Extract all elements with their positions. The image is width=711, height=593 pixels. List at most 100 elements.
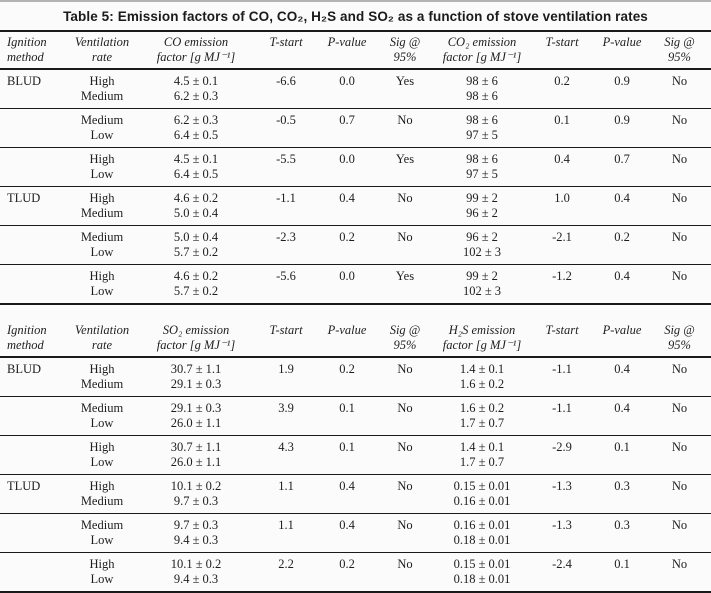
header-line: rate <box>91 50 113 64</box>
ventilation-rate-cell: High Medium <box>64 357 140 397</box>
sig-95-2-cell: No <box>671 440 688 454</box>
col-header-t-start-2: T-start <box>545 323 579 337</box>
header-line: factor [g MJ⁻¹] <box>442 50 522 64</box>
emission-factor-2-line-1: 99 ± 2 <box>466 191 498 205</box>
sig-95-1-cell: No <box>397 479 413 493</box>
sig-95-1-cell: Yes <box>395 269 415 283</box>
col-header-t-start-1: T-start <box>269 35 303 49</box>
emission-factor-1-line-2: 9.4 ± 0.3 <box>173 533 219 547</box>
p-value-2-cell: 0.2 <box>614 230 630 244</box>
table-row: High Low 4.6 ± 0.2 5.7 ± 0.2 -5.6 0.0 Ye… <box>0 265 711 305</box>
p-value-2-cell: 0.1 <box>614 557 630 571</box>
header-line: factor [g MJ⁻¹] <box>156 50 236 64</box>
sig-95-2-cell: No <box>671 269 688 283</box>
emission-factor-1-line-2: 6.2 ± 0.3 <box>173 89 219 103</box>
emission-factor-2-line-1: 1.4 ± 0.1 <box>459 440 505 454</box>
emission-factor-1-line-2: 9.4 ± 0.3 <box>173 572 219 586</box>
col-header-ignition-method: Ignition method <box>0 31 64 69</box>
ignition-method-cell <box>0 397 64 436</box>
header-line: rate <box>91 338 113 352</box>
col-header-co-emission-factor: CO emission factor [g MJ⁻¹] <box>140 31 252 69</box>
emission-factor-2-cell: 96 ± 2 102 ± 3 <box>436 226 528 265</box>
header-line: CO₂ emission <box>447 35 517 49</box>
emission-factor-2-line-1: 0.15 ± 0.01 <box>453 557 511 571</box>
sig-95-2-cell: No <box>671 152 688 166</box>
p-value-1-cell: 0.7 <box>339 113 355 127</box>
ventilation-line-2: Low <box>90 533 114 547</box>
header-row: Ignition method Ventilation rate SO₂ emi… <box>0 320 711 357</box>
emission-factor-2-line-2: 1.7 ± 0.7 <box>459 455 505 469</box>
ventilation-line-2: Low <box>90 416 114 430</box>
p-value-1-cell: 0.2 <box>339 230 355 244</box>
col-header-so2-emission-factor: SO₂ emission factor [g MJ⁻¹] <box>140 320 252 357</box>
p-value-1-cell: 0.0 <box>339 152 355 166</box>
table-row: TLUD High Medium 4.6 ± 0.2 5.0 ± 0.4 -1.… <box>0 187 711 226</box>
header-line: 95% <box>668 50 691 64</box>
ventilation-line-2: Medium <box>80 377 124 391</box>
ventilation-line-1: High <box>89 479 115 493</box>
ignition-method-cell <box>0 226 64 265</box>
p-value-1-cell: 0.2 <box>339 362 355 376</box>
t-start-1-cell: -0.5 <box>276 113 296 127</box>
header-line: factor [g MJ⁻¹] <box>442 338 522 352</box>
ventilation-rate-cell: Medium Low <box>64 226 140 265</box>
ventilation-line-1: High <box>89 440 115 454</box>
ventilation-rate-cell: High Low <box>64 265 140 305</box>
header-line: 95% <box>393 50 417 64</box>
p-value-1-cell: 0.0 <box>339 269 355 283</box>
t-start-2-cell: -2.1 <box>552 230 572 244</box>
emission-factor-2-line-2: 1.7 ± 0.7 <box>459 416 505 430</box>
emission-factor-1-line-2: 5.7 ± 0.2 <box>173 245 219 259</box>
ignition-method-cell <box>0 148 64 187</box>
table-row: BLUD High Medium 30.7 ± 1.1 29.1 ± 0.3 1… <box>0 357 711 397</box>
ventilation-line-1: High <box>89 269 115 283</box>
col-header-h2s-emission-factor: H₂S emission factor [g MJ⁻¹] <box>436 320 528 357</box>
t-start-1-cell: -6.6 <box>276 74 296 88</box>
emission-factor-2-line-1: 98 ± 6 <box>466 152 498 166</box>
emission-factor-2-line-2: 96 ± 2 <box>466 206 498 220</box>
p-value-1-cell: 0.4 <box>339 518 355 532</box>
emission-factor-2-cell: 1.4 ± 0.1 1.6 ± 0.2 <box>436 357 528 397</box>
emission-factor-1-line-1: 4.5 ± 0.1 <box>173 74 219 88</box>
sig-95-1-cell: No <box>397 113 413 127</box>
emission-factor-2-cell: 1.6 ± 0.2 1.7 ± 0.7 <box>436 397 528 436</box>
emission-factor-2-line-2: 1.6 ± 0.2 <box>459 377 505 391</box>
emission-factor-2-line-1: 1.4 ± 0.1 <box>459 362 505 376</box>
p-value-1-cell: 0.1 <box>339 440 355 454</box>
ventilation-line-1: High <box>89 152 115 166</box>
p-value-2-cell: 0.4 <box>614 191 630 205</box>
emission-factor-1-cell: 5.0 ± 0.4 5.7 ± 0.2 <box>140 226 252 265</box>
table-row: High Low 4.5 ± 0.1 6.4 ± 0.5 -5.5 0.0 Ye… <box>0 148 711 187</box>
emission-factor-1-cell: 4.6 ± 0.2 5.0 ± 0.4 <box>140 187 252 226</box>
sig-95-1-cell: No <box>397 362 413 376</box>
ventilation-line-1: Medium <box>80 230 124 244</box>
col-header-sig-95-2: Sig @ 95% <box>648 320 711 357</box>
ignition-method-cell <box>0 265 64 305</box>
emission-factor-1-cell: 30.7 ± 1.1 29.1 ± 0.3 <box>140 357 252 397</box>
ignition-method-cell: BLUD <box>7 74 42 88</box>
col-header-co2-emission-factor: CO₂ emission factor [g MJ⁻¹] <box>436 31 528 69</box>
emission-factor-1-line-1: 10.1 ± 0.2 <box>170 479 222 493</box>
ventilation-line-1: High <box>89 557 115 571</box>
emission-factor-1-line-2: 29.1 ± 0.3 <box>170 377 222 391</box>
emission-factor-1-cell: 29.1 ± 0.3 26.0 ± 1.1 <box>140 397 252 436</box>
t-start-1-cell: 4.3 <box>278 440 294 454</box>
sig-95-1-cell: No <box>397 518 413 532</box>
emission-factor-2-cell: 0.16 ± 0.01 0.18 ± 0.01 <box>436 514 528 553</box>
emission-factor-1-line-2: 5.0 ± 0.4 <box>173 206 219 220</box>
header-line: SO₂ emission <box>162 323 230 337</box>
emission-factor-1-line-1: 10.1 ± 0.2 <box>170 557 222 571</box>
emission-table-co-co2: Ignition method Ventilation rate CO emis… <box>0 30 711 305</box>
ventilation-line-1: High <box>89 191 115 205</box>
t-start-2-cell: 0.4 <box>554 152 570 166</box>
emission-factor-1-line-1: 4.6 ± 0.2 <box>173 191 219 205</box>
col-header-sig-95-1: Sig @ 95% <box>374 31 436 69</box>
col-header-sig-95-2: Sig @ 95% <box>648 31 711 69</box>
emission-factor-2-line-2: 0.16 ± 0.01 <box>453 494 511 508</box>
sig-95-1-cell: Yes <box>395 74 415 88</box>
table-row: Medium Low 9.7 ± 0.3 9.4 ± 0.3 1.1 0.4 N… <box>0 514 711 553</box>
header-line: Sig @ <box>664 35 695 49</box>
table-row: Medium Low 6.2 ± 0.3 6.4 ± 0.5 -0.5 0.7 … <box>0 109 711 148</box>
emission-factor-2-line-2: 0.18 ± 0.01 <box>453 533 511 547</box>
sig-95-2-cell: No <box>671 74 688 88</box>
